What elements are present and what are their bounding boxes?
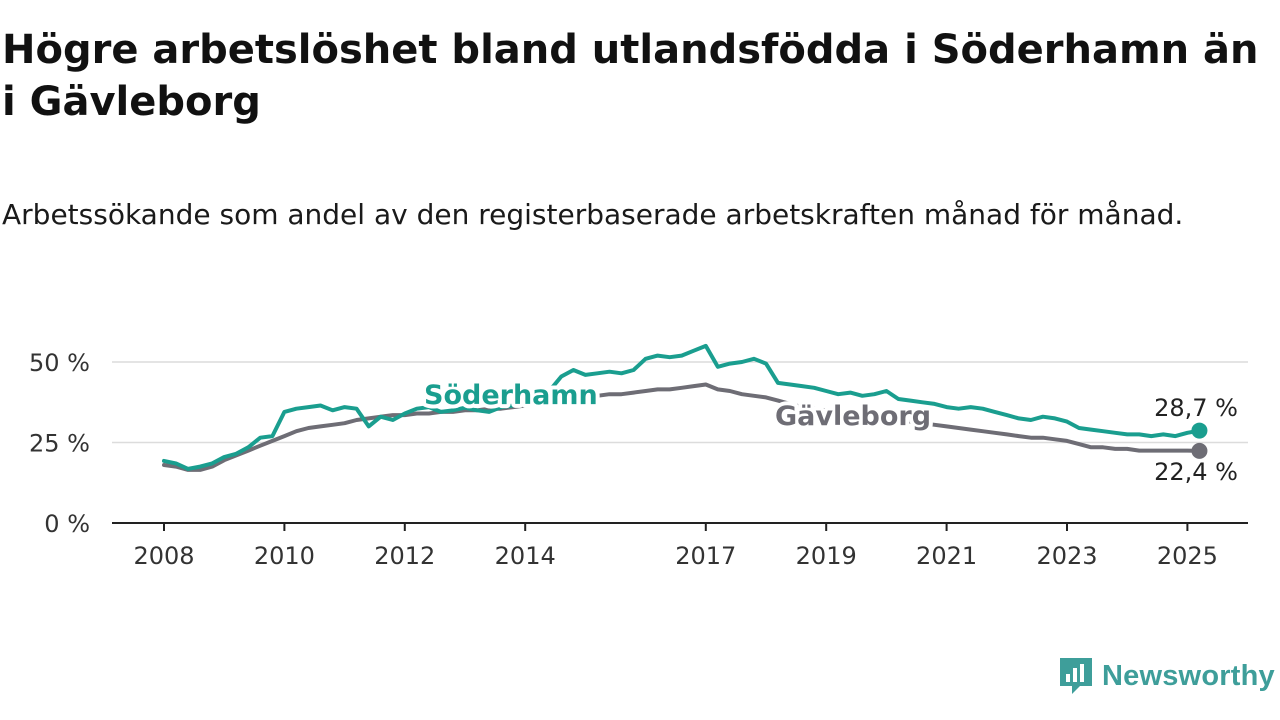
series-line-soderhamn	[162, 343, 1202, 471]
end-point-soderhamn	[1191, 422, 1208, 439]
end-value-gavleborg: 22,4 %	[1154, 458, 1238, 486]
x-tick-label: 2021	[916, 542, 977, 570]
series-label-soderhamn: Söderhamn	[424, 380, 598, 411]
grid-lines	[112, 361, 1248, 444]
y-tick-label: 50 %	[29, 349, 90, 377]
newsworthy-logo-icon	[1060, 658, 1092, 694]
x-tick-label: 2008	[133, 542, 194, 570]
series-label-gavleborg: Gävleborg	[775, 401, 931, 432]
x-tick-label: 2023	[1036, 542, 1097, 570]
line-chart: 0 % 25 % 50 % 2008 2010 2012 2014 2017 2019 2021 2…	[29, 343, 1248, 570]
brand-logo: Newsworthy	[1058, 654, 1275, 698]
x-axis	[112, 522, 1248, 531]
chart-title: Högre arbetslöshet bland utlandsfödda i …	[2, 27, 1259, 125]
chart-subtitle: Arbetssökande som andel av den registerb…	[2, 198, 1184, 231]
x-tick-label: 2010	[254, 542, 315, 570]
x-tick-label: 2025	[1157, 542, 1218, 570]
chart-labels: 0 % 25 % 50 % 2008 2010 2012 2014 2017 2019 2021 2…	[29, 349, 1238, 570]
x-tick-label: 2017	[675, 542, 736, 570]
end-value-soderhamn: 28,7 %	[1154, 394, 1238, 422]
y-tick-label: 0 %	[44, 510, 90, 538]
x-tick-label: 2019	[796, 542, 857, 570]
end-point-gavleborg	[1191, 442, 1208, 459]
y-tick-label: 25 %	[29, 430, 90, 458]
brand-name: Newsworthy	[1102, 659, 1275, 692]
series-lines	[162, 343, 1208, 472]
x-tick-label: 2012	[374, 542, 435, 570]
x-tick-label: 2014	[495, 542, 556, 570]
series-line-gavleborg	[162, 382, 1202, 472]
